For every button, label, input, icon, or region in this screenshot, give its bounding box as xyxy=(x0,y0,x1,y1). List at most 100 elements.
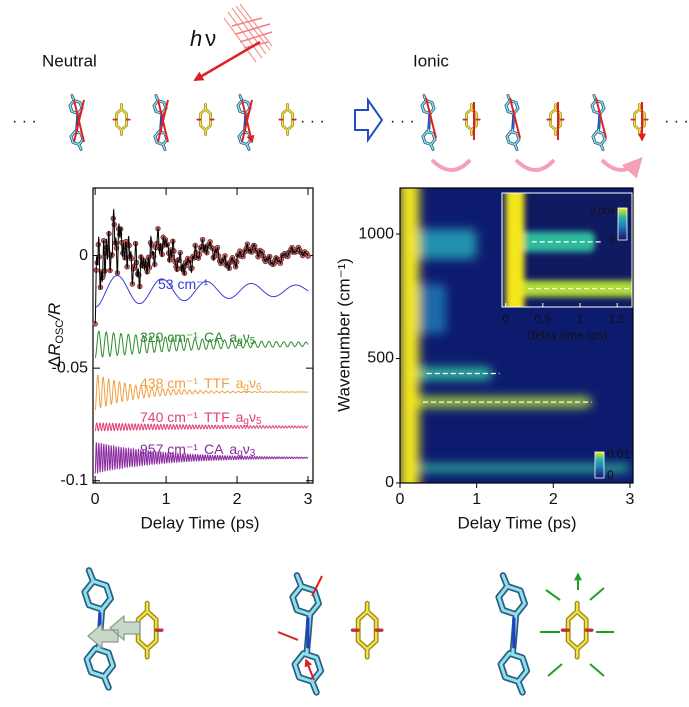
component-label: 53 cm⁻¹ xyxy=(158,276,209,292)
component-trace xyxy=(94,330,309,359)
colorbar-label: 0 xyxy=(607,468,614,482)
mode-label: ν xyxy=(249,409,256,425)
y-tick-label: -0.1 xyxy=(60,472,88,489)
inset-colorbar xyxy=(617,207,628,241)
colorbar xyxy=(594,451,605,479)
donor xyxy=(68,93,85,152)
molecule-label: CA xyxy=(204,441,224,457)
inset-x-label: Delay time (ps) xyxy=(527,328,608,342)
mode-label: 5 xyxy=(250,336,256,347)
frequency-label: 53 cm⁻¹ xyxy=(158,276,209,292)
mode-label: a xyxy=(229,329,237,345)
frequency-label: 438 cm⁻¹ xyxy=(140,375,198,391)
x-axis-label: Delay Time (ps) xyxy=(457,513,576,532)
photon-arrow xyxy=(193,40,261,82)
ionic-chain xyxy=(420,93,650,171)
band xyxy=(513,6,580,55)
donor xyxy=(152,93,169,152)
plot-frame xyxy=(399,187,634,484)
x-tick-label: 0 xyxy=(91,491,100,508)
mode-label: ν xyxy=(249,375,256,391)
y-tick-label: 0 xyxy=(79,247,88,264)
neutral-label: Neutral xyxy=(42,51,97,70)
frequency-label: 957 cm⁻¹ xyxy=(140,441,198,457)
mode-label: g xyxy=(243,382,249,393)
photon-nu: ν xyxy=(205,26,216,51)
acceptor xyxy=(195,102,216,137)
y-label-end: /R xyxy=(45,303,64,321)
onset-band xyxy=(400,188,420,483)
y-label-r: R xyxy=(45,344,64,356)
y-tick-label: 1000 xyxy=(358,225,394,242)
inset-x-tick-label: 0 xyxy=(502,312,509,326)
neutral-chain xyxy=(68,93,298,152)
mode-label: ν xyxy=(243,329,250,345)
acceptor xyxy=(562,603,591,657)
transition-arrow xyxy=(354,96,384,144)
inset-ridges xyxy=(528,241,632,290)
mode-label: a xyxy=(229,441,237,457)
inset-x-tick-label: 0.5 xyxy=(535,312,552,326)
acceptor xyxy=(461,102,482,137)
plot-frame xyxy=(92,187,314,484)
x-tick-label: 2 xyxy=(549,491,558,508)
translation-arrows xyxy=(87,614,141,650)
component-label: 957 cm⁻¹ CA agν3 xyxy=(140,441,256,459)
ellipsis: · · · xyxy=(12,113,37,130)
mode-label: 6 xyxy=(256,382,262,393)
x-tick-label: 1 xyxy=(472,491,481,508)
frequency-label: 320 cm⁻¹ xyxy=(140,329,198,345)
mode-label: g xyxy=(237,448,243,459)
acceptor xyxy=(545,102,566,137)
band xyxy=(403,367,492,380)
y-tick-label: -0.05 xyxy=(52,359,89,376)
mode-label: 3 xyxy=(250,448,256,459)
donor xyxy=(236,93,253,152)
charge-arrows xyxy=(425,97,642,140)
x-tick-label: 0 xyxy=(396,491,405,508)
component-trace xyxy=(94,442,309,475)
x-axis-label: Delay Time (ps) xyxy=(140,513,259,532)
inset-x-tick-label: 1 xyxy=(577,312,584,326)
colorbar-label: 0.01 xyxy=(607,447,631,461)
x-tick-label: 2 xyxy=(233,491,242,508)
mode-label: ν xyxy=(243,441,250,457)
wave-packet xyxy=(223,3,273,63)
onset-band xyxy=(505,193,525,307)
component-trace xyxy=(94,374,309,411)
inset-colorbar-label: 0 xyxy=(609,235,615,246)
acceptor xyxy=(277,102,298,137)
measured-data xyxy=(92,215,311,327)
dimer-arrows xyxy=(430,160,640,170)
molecule-label: CA xyxy=(204,329,224,345)
inset-frame xyxy=(501,192,633,308)
x-tick-label: 3 xyxy=(625,491,634,508)
component-trace xyxy=(95,275,309,308)
mode-arrows xyxy=(540,574,614,677)
acceptor xyxy=(629,102,650,137)
acceptor xyxy=(111,102,132,137)
band xyxy=(407,229,477,259)
molecule-label: TTF xyxy=(204,375,230,391)
photon-h: h xyxy=(190,26,202,51)
donor xyxy=(293,575,321,692)
charge-arrows xyxy=(73,99,252,142)
mode-label: g xyxy=(237,336,243,347)
ellipsis: · · · xyxy=(300,113,325,130)
acceptor xyxy=(352,603,381,657)
frequency-label: 740 cm⁻¹ xyxy=(140,409,198,425)
band xyxy=(400,464,630,472)
component-label: 740 cm⁻¹ TTF agν5 xyxy=(140,409,262,427)
y-axis-label: Wavenumber (cm⁻¹) xyxy=(334,258,353,412)
inset-x-tick-label: 1.5 xyxy=(609,312,626,326)
mode-arrows xyxy=(277,575,323,681)
x-tick-label: 3 xyxy=(304,491,313,508)
donor xyxy=(499,575,527,692)
ridges xyxy=(422,372,592,403)
mode-label: a xyxy=(236,409,244,425)
y-label-delta: Δ xyxy=(45,356,64,367)
ellipsis: · · · xyxy=(390,113,415,130)
mode-label: 5 xyxy=(256,416,262,427)
